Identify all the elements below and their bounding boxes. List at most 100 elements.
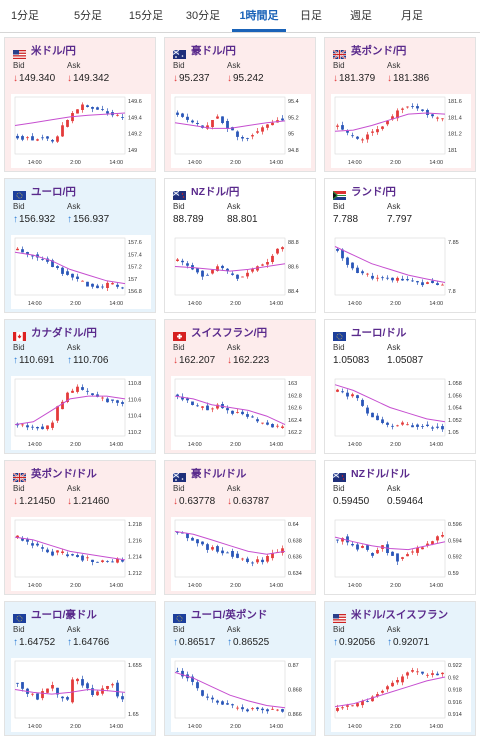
rate-card[interactable]: NZドル/円 Bid Ask 88.789 88.801 88.8 88.6 88.4 14:0… [164, 178, 316, 313]
candle [271, 424, 274, 428]
currency-pair-link[interactable]: 英ポンド/ドル [31, 467, 97, 480]
candle [261, 264, 264, 266]
candlestick-chart[interactable]: 0.596 0.594 0.592 0.59 14:00 2:00 14:00 [331, 517, 471, 591]
rate-card[interactable]: ユーロ/英ポンド Bid Ask ↑0.86517 ↑0.86525 0.87 0.868 0… [164, 601, 316, 736]
currency-pair-link[interactable]: 豪ドル/ドル [191, 467, 247, 480]
ask-label: Ask [227, 61, 241, 70]
x-tick-label: 14:00 [109, 583, 123, 589]
candle [406, 424, 409, 426]
y-tick-label: 157.6 [128, 240, 142, 246]
moving-average-line [334, 536, 446, 551]
currency-pair-link[interactable]: ユーロ/円 [31, 185, 76, 198]
candle [216, 116, 219, 119]
currency-pair-link[interactable]: NZドル/円 [191, 185, 240, 198]
rate-card[interactable]: NZドル/ドル Bid Ask 0.59450 0.59464 0.596 0.594 0.5… [324, 460, 476, 595]
rate-card[interactable]: ユーロ/豪ドル Bid Ask ↑1.64752 ↑1.64766 1.655 1.65 14… [4, 601, 156, 736]
candlestick-chart[interactable]: 7.85 7.8 14:00 2:00 14:00 [331, 235, 471, 309]
bid-label: Bid [173, 484, 185, 493]
candle [106, 282, 109, 288]
card-header: 豪ドル/円 [172, 44, 236, 59]
rate-card[interactable]: 豪ドル/円 Bid Ask ↓95.237 ↓95.242 95.4 95.2 95 94.8 1… [164, 37, 316, 172]
y-tick-label: 157 [128, 277, 137, 283]
y-tick-label: 181 [448, 148, 457, 154]
rate-card[interactable]: ユーロ/ドル Bid Ask 1.05083 1.05087 1.058 1.056 1.05… [324, 319, 476, 454]
candlestick-chart[interactable]: 0.87 0.868 0.866 14:00 2:00 14:00 [171, 658, 311, 732]
currency-pair-link[interactable]: ランド/円 [351, 185, 396, 198]
candlestick-chart[interactable]: 157.6 157.4 157.2 157 156.8 14:00 2:00 14:00 [11, 235, 151, 309]
currency-pair-link[interactable]: 米ドル/円 [31, 44, 76, 57]
rate-card[interactable]: 米ドル/スイスフラン Bid Ask ↑0.92056 ↑0.92071 0.922 0.9… [324, 601, 476, 736]
currency-pair-link[interactable]: 豪ドル/円 [191, 44, 236, 57]
candlestick-chart[interactable]: 0.922 0.92 0.918 0.916 0.914 14:00 2:00 14:00 [331, 658, 471, 732]
candle [226, 268, 229, 271]
candlestick-chart[interactable]: 1.218 1.216 1.214 1.212 14:00 2:00 14:00 [11, 517, 151, 591]
candle [51, 260, 54, 267]
ask-value: ↑156.937 [67, 214, 109, 225]
candle [386, 544, 389, 553]
candle [106, 686, 109, 689]
tab-3[interactable]: 30分足 [185, 10, 221, 22]
candle [26, 252, 29, 255]
rate-card[interactable]: ユーロ/円 Bid Ask ↑156.932 ↑156.937 157.6 157.4 157… [4, 178, 156, 313]
bid-label: Bid [13, 202, 25, 211]
candlestick-chart[interactable]: 181.6 181.4 181.2 181 14:00 2:00 14:00 [331, 94, 471, 168]
card-header: ユーロ/豪ドル [13, 608, 97, 623]
candle [401, 557, 404, 559]
candle [256, 419, 259, 422]
ask-value: 7.797 [387, 214, 412, 225]
candle [241, 137, 244, 139]
candle [406, 106, 409, 108]
ask-price: 110.706 [73, 355, 109, 366]
candlestick-chart[interactable]: 149.6 149.4 149.2 149 14:00 2:00 14:00 [11, 94, 151, 168]
tab-6[interactable]: 週足 [350, 10, 372, 22]
candle [41, 426, 44, 430]
bid-label: Bid [333, 484, 345, 493]
candle [71, 679, 74, 703]
rate-card[interactable]: スイスフラン/円 Bid Ask ↓162.207 ↓162.223 163 162.8 16… [164, 319, 316, 454]
tab-5[interactable]: 日足 [300, 10, 322, 22]
bid-price: 156.932 [19, 214, 56, 225]
ask-price: 0.86525 [233, 637, 270, 648]
currency-pair-link[interactable]: ユーロ/ドル [351, 326, 407, 339]
rate-card[interactable]: 米ドル/円 Bid Ask ↓149.340 ↓149.342 149.6 149.4 149… [4, 37, 156, 172]
currency-pair-link[interactable]: 米ドル/スイスフラン [351, 608, 449, 621]
y-tick-label: 1.216 [128, 538, 142, 544]
candle [201, 270, 204, 277]
candlestick-chart[interactable]: 110.8 110.6 110.4 110.2 14:00 2:00 14:00 [11, 376, 151, 450]
candle [431, 280, 434, 283]
candle [391, 682, 394, 687]
tab-0[interactable]: 1分足 [10, 10, 40, 22]
candle [416, 424, 419, 427]
candle [196, 539, 199, 544]
currency-pair-link[interactable]: カナダドル/円 [31, 326, 97, 339]
rate-card[interactable]: 英ポンド/ドル Bid Ask ↓1.21450 ↓1.21460 1.218 1.216 1… [4, 460, 156, 595]
tab-7[interactable]: 月足 [401, 10, 423, 22]
currency-pair-link[interactable]: NZドル/ドル [351, 467, 410, 480]
candlestick-chart[interactable]: 163 162.8 162.6 162.4 162.2 14:00 2:00 14:00 [171, 376, 311, 450]
candlestick-chart[interactable]: 95.4 95.2 95 94.8 14:00 2:00 14:00 [171, 94, 311, 168]
arrow-up-icon: ↑ [333, 637, 338, 648]
candlestick-chart[interactable]: 1.058 1.056 1.054 1.052 1.05 14:00 2:00 14:00 [331, 376, 471, 450]
bid-price: 1.21450 [19, 496, 56, 507]
candlestick-chart[interactable]: 88.8 88.6 88.4 14:00 2:00 14:00 [171, 235, 311, 309]
y-tick-label: 7.85 [448, 240, 459, 246]
tab-4[interactable]: 1時間足 [232, 0, 286, 32]
currency-pair-link[interactable]: 英ポンド/円 [351, 44, 407, 57]
currency-pair-link[interactable]: スイスフラン/円 [191, 326, 268, 339]
tab-1[interactable]: 5分足 [73, 10, 103, 22]
ask-value: ↑1.64766 [67, 637, 109, 648]
rate-card[interactable]: 英ポンド/円 Bid Ask ↓181.379 ↓181.386 181.6 181.4 18… [324, 37, 476, 172]
bid-label: Bid [173, 343, 185, 352]
candlestick-chart[interactable]: 1.655 1.65 14:00 2:00 14:00 [11, 658, 151, 732]
candle [226, 703, 229, 705]
rate-card[interactable]: カナダドル/円 Bid Ask ↑110.691 ↑110.706 110.8 110.6 1… [4, 319, 156, 454]
currency-pair-link[interactable]: ユーロ/英ポンド [191, 608, 268, 621]
candlestick-chart[interactable]: 0.64 0.638 0.636 0.634 14:00 2:00 14:00 [171, 517, 311, 591]
rate-card[interactable]: ランド/円 Bid Ask 7.788 7.797 7.85 7.8 14:00 2:00 14:… [324, 178, 476, 313]
x-tick-label: 2:00 [390, 160, 401, 166]
currency-pair-link[interactable]: ユーロ/豪ドル [31, 608, 97, 621]
arrow-up-icon: ↑ [227, 637, 232, 648]
tab-2[interactable]: 15分足 [128, 10, 164, 22]
rate-card[interactable]: 豪ドル/ドル Bid Ask ↓0.63778 ↓0.63787 0.64 0.638 0.6… [164, 460, 316, 595]
y-tick-label: 0.59 [448, 571, 459, 577]
